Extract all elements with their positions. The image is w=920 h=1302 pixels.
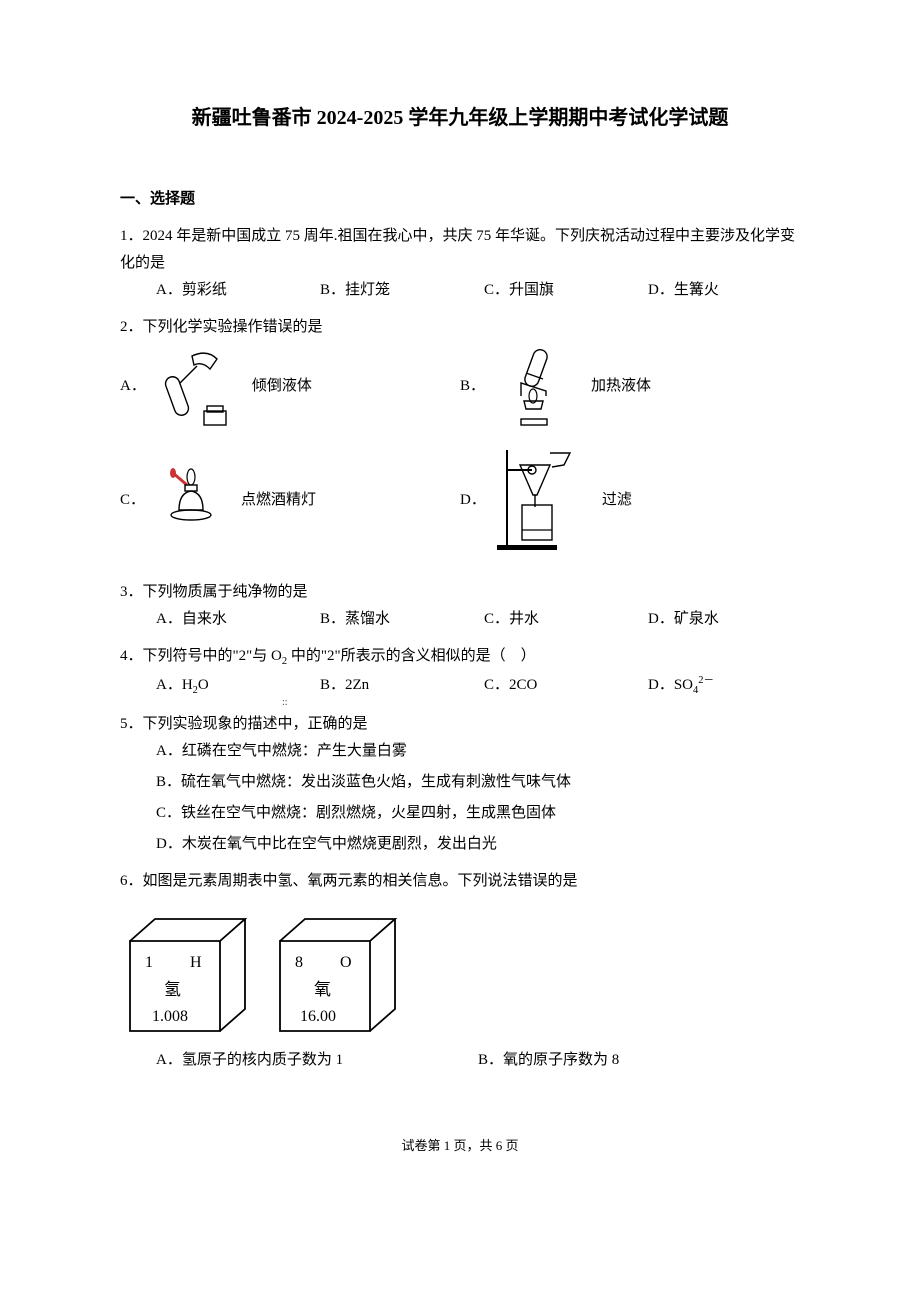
- q4-d-sub: 4: [693, 685, 698, 696]
- q4-opt-d: D．SO42－: [648, 672, 800, 701]
- o-mass-text: 16.00: [300, 1008, 336, 1025]
- hydrogen-cube: 1 H 氢 1.008: [120, 911, 240, 1031]
- q4-text: 4．下列符号中的"2"与 O2 中的"2"所表示的含义相似的是（ ）: [120, 643, 800, 672]
- h-mass-text: 1.008: [152, 1008, 188, 1025]
- h-sym-text: H: [190, 954, 202, 971]
- q2-b-letter: B．: [460, 373, 485, 400]
- q2-text: 2．下列化学实验操作错误的是: [120, 314, 800, 341]
- q2-d-letter: D．: [460, 487, 486, 514]
- q5-opt-c: C．铁丝在空气中燃烧：剧烈燃烧，火星四射，生成黑色固体: [156, 800, 800, 827]
- q6-opt-b: B．氧的原子序数为 8: [478, 1047, 800, 1074]
- q4-mid: 中的"2"所表示的含义相似的是（ ）: [287, 648, 536, 664]
- q1-opt-b: B．挂灯笼: [320, 277, 472, 304]
- q2-opt-b: B． 加热液体: [460, 341, 800, 431]
- q2-b-label: 加热液体: [591, 373, 651, 400]
- q4-d-sup: 2－: [698, 675, 714, 686]
- q2-a-letter: A．: [120, 373, 146, 400]
- q4-a-pre: A．H: [156, 677, 193, 693]
- question-4: 4．下列符号中的"2"与 O2 中的"2"所表示的含义相似的是（ ） A．H2O…: [120, 643, 800, 701]
- center-marker: ::: [282, 694, 288, 712]
- q4-d-pre: D．SO: [648, 677, 693, 693]
- q2-c-letter: C．: [120, 487, 145, 514]
- pour-liquid-icon: [152, 341, 242, 431]
- q2-opt-d: D． 过滤: [460, 445, 800, 555]
- q1-opt-d: D．生篝火: [648, 277, 800, 304]
- q3-opt-b: B．蒸馏水: [320, 606, 472, 633]
- q6-text: 6．如图是元素周期表中氢、氧两元素的相关信息。下列说法错误的是: [120, 868, 800, 895]
- q5-opt-a: A．红磷在空气中燃烧：产生大量白雾: [156, 738, 800, 765]
- o-sym-text: O: [340, 954, 352, 971]
- q3-opt-a: A．自来水: [156, 606, 308, 633]
- heat-liquid-icon: [491, 341, 581, 431]
- q1-opt-a: A．剪彩纸: [156, 277, 308, 304]
- question-5: 5．下列实验现象的描述中，正确的是 A．红磷在空气中燃烧：产生大量白雾 B．硫在…: [120, 711, 800, 858]
- q1-text: 1．2024 年是新中国成立 75 周年.祖国在我心中，共庆 75 年华诞。下列…: [120, 223, 800, 277]
- q6-opt-a: A．氢原子的核内质子数为 1: [156, 1047, 478, 1074]
- page-footer: 试卷第 1 页，共 6 页: [120, 1134, 800, 1157]
- h-num-text: 1: [145, 954, 153, 971]
- light-lamp-icon: [151, 455, 231, 545]
- question-3: 3．下列物质属于纯净物的是 A．自来水 B．蒸馏水 C．井水 D．矿泉水: [120, 579, 800, 633]
- q4-pre: 4．下列符号中的"2"与 O: [120, 648, 282, 664]
- q2-opt-a: A． 倾倒液体: [120, 341, 460, 431]
- question-6: 6．如图是元素周期表中氢、氧两元素的相关信息。下列说法错误的是 1 H 氢 1.…: [120, 868, 800, 1074]
- section-1-header: 一、选择题: [120, 186, 800, 213]
- o-num-text: 8: [295, 954, 303, 971]
- page-title: 新疆吐鲁番市 2024-2025 学年九年级上学期期中考试化学试题: [120, 100, 800, 136]
- q2-opt-c: C． 点燃酒精灯: [120, 445, 460, 555]
- q4-a-post: O: [198, 677, 209, 693]
- o-name-text: 氧: [314, 980, 331, 999]
- q4-opt-c: C．2CO: [484, 672, 636, 701]
- q2-a-label: 倾倒液体: [252, 373, 312, 400]
- q1-opt-c: C．升国旗: [484, 277, 636, 304]
- question-1: 1．2024 年是新中国成立 75 周年.祖国在我心中，共庆 75 年华诞。下列…: [120, 223, 800, 304]
- question-2: 2．下列化学实验操作错误的是 A． 倾倒液体 B． 加热液体: [120, 314, 800, 569]
- q5-text: 5．下列实验现象的描述中，正确的是: [120, 711, 800, 738]
- q3-opt-d: D．矿泉水: [648, 606, 800, 633]
- filter-icon: [492, 445, 592, 555]
- q2-c-label: 点燃酒精灯: [241, 487, 316, 514]
- q5-opt-d: D．木炭在氧气中比在空气中燃烧更剧烈，发出白光: [156, 831, 800, 858]
- q2-d-label: 过滤: [602, 487, 632, 514]
- q3-text: 3．下列物质属于纯净物的是: [120, 579, 800, 606]
- q3-opt-c: C．井水: [484, 606, 636, 633]
- oxygen-cube: 8 O 氧 16.00: [270, 911, 390, 1031]
- h-name-text: 氢: [164, 980, 181, 999]
- q4-opt-b: B．2Zn: [320, 672, 472, 701]
- q5-opt-b: B．硫在氧气中燃烧：发出淡蓝色火焰，生成有刺激性气味气体: [156, 769, 800, 796]
